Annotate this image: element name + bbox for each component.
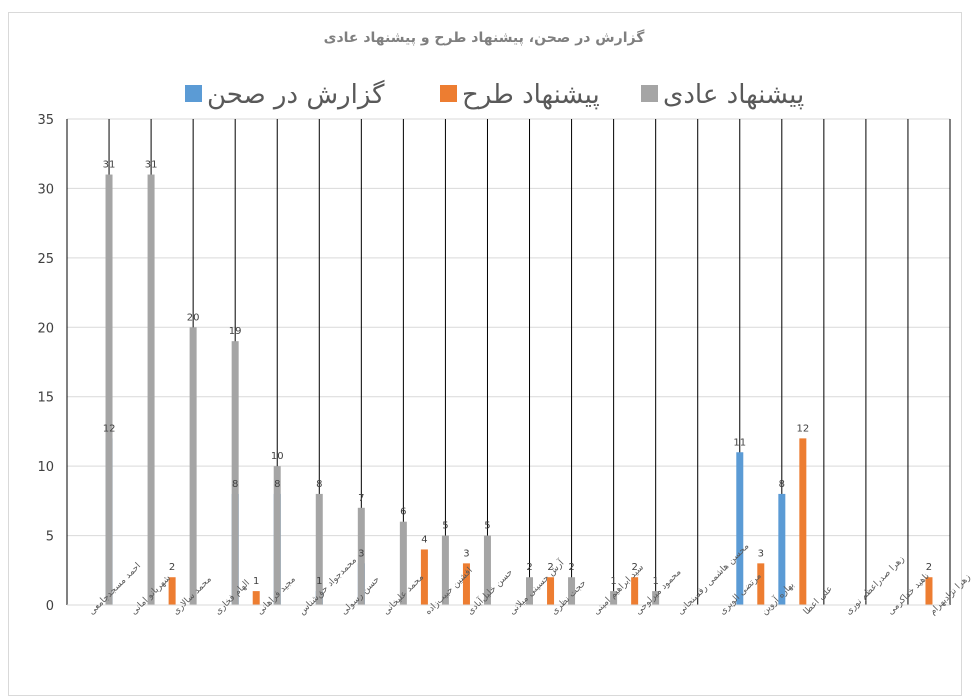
x-tick-label: علی اعطا <box>802 584 835 617</box>
data-label: 12 <box>796 423 809 434</box>
data-label: 5 <box>484 521 490 532</box>
y-tick-label: 35 <box>37 113 54 128</box>
bar <box>631 577 639 605</box>
y-axis: 0 5 10 15 20 25 30 35 <box>37 113 54 614</box>
y-tick-label: 5 <box>46 530 54 545</box>
data-label: 2 <box>169 562 175 573</box>
data-label: 2 <box>631 562 637 573</box>
bar <box>568 577 576 605</box>
bar <box>441 535 449 605</box>
bar <box>189 327 197 605</box>
data-label: 12 <box>103 423 116 434</box>
data-label: 19 <box>229 326 242 337</box>
gridlines <box>66 118 951 606</box>
bar <box>547 577 555 605</box>
data-label: 8 <box>316 479 322 490</box>
data-label: 6 <box>400 507 406 518</box>
y-tick-label: 15 <box>37 391 54 406</box>
data-label: 5 <box>442 521 448 532</box>
bar <box>652 591 660 605</box>
legend-label: گزارش در صحن <box>207 79 385 110</box>
y-tick-label: 10 <box>37 460 54 475</box>
legend-label: پیشنهاد عادی <box>663 80 804 110</box>
bar <box>526 577 533 605</box>
data-label: 4 <box>421 534 427 545</box>
data-label: 8 <box>232 479 238 490</box>
data-label: 3 <box>758 548 764 559</box>
bar <box>483 535 491 605</box>
bar <box>736 452 744 605</box>
bar <box>231 341 239 605</box>
data-label: 2 <box>926 562 932 573</box>
bar <box>799 438 807 605</box>
bar <box>105 174 113 606</box>
data-label: 8 <box>274 479 280 490</box>
bar <box>399 521 407 605</box>
legend-swatch <box>641 85 658 102</box>
y-tick-label: 25 <box>37 252 54 267</box>
data-label: 1 <box>652 576 658 587</box>
bar <box>462 563 470 605</box>
bar <box>757 563 765 605</box>
data-label: 1 <box>316 576 322 587</box>
data-label: 8 <box>779 479 785 490</box>
bar <box>778 493 786 605</box>
bar <box>925 577 933 605</box>
data-label: 3 <box>358 548 364 559</box>
legend: پیشنهاد عادی پیشنهاد طرح گزارش در صحن <box>185 79 804 110</box>
bar <box>610 591 618 605</box>
data-label: 10 <box>271 451 284 462</box>
bar <box>420 549 428 605</box>
data-label: 1 <box>253 576 259 587</box>
legend-label: پیشنهاد طرح <box>462 80 600 110</box>
data-label: 2 <box>547 562 553 573</box>
x-tick-label: ناهید خداکرمی <box>886 571 932 617</box>
data-label: 2 <box>526 562 532 573</box>
y-tick-label: 30 <box>37 182 54 197</box>
data-label: 31 <box>103 160 116 171</box>
bar <box>147 174 155 606</box>
data-label: 2 <box>568 562 574 573</box>
data-label: 7 <box>358 493 364 504</box>
bars <box>105 174 933 606</box>
data-label: 1 <box>610 576 616 587</box>
data-label: 31 <box>145 160 158 171</box>
bar <box>168 577 176 605</box>
y-tick-label: 20 <box>37 321 54 336</box>
data-label: 20 <box>187 312 200 323</box>
data-label: 11 <box>733 437 746 448</box>
bar <box>315 493 323 605</box>
bar <box>273 466 281 605</box>
y-tick-label: 0 <box>46 599 54 614</box>
bar <box>252 591 260 605</box>
legend-swatch <box>185 85 202 102</box>
bar <box>357 507 365 605</box>
chart-title: گزارش در صحن، پیشنهاد طرح و پیشنهاد عادی <box>324 29 646 46</box>
legend-swatch <box>440 85 457 102</box>
data-label: 3 <box>463 548 469 559</box>
